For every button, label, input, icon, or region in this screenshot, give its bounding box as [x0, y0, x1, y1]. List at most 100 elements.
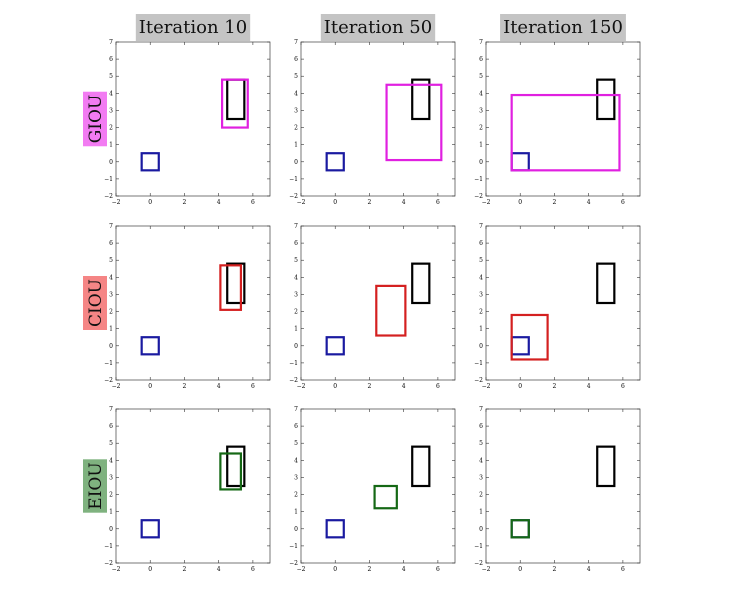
x-tick-label: −2: [297, 383, 306, 390]
y-tick-label: −1: [474, 360, 483, 367]
x-tick-label: 4: [587, 566, 591, 573]
y-tick-label: −1: [289, 176, 298, 183]
x-tick-label: −2: [112, 383, 121, 390]
row-label-text: EIOU: [86, 462, 106, 509]
y-tick-label: 7: [109, 406, 113, 413]
y-tick-label: 2: [294, 492, 298, 499]
row-label-bg: [83, 459, 107, 513]
y-tick-label: −2: [289, 193, 298, 200]
y-tick-label: 4: [479, 90, 483, 97]
x-tick-label: 2: [183, 199, 187, 206]
x-tick-label: 4: [217, 383, 221, 390]
y-tick-label: 3: [294, 474, 298, 481]
y-tick-label: 2: [109, 492, 113, 499]
y-tick-label: 5: [479, 73, 483, 80]
row-label-bg: [83, 91, 107, 147]
y-tick-label: 2: [109, 125, 113, 132]
predicted-box: [510, 313, 549, 361]
y-tick-label: 4: [109, 457, 113, 464]
panel-giou-iteration-150: −2 0 2 4 6 −2 −1 0 1 2 3 4 5 6 7: [474, 39, 641, 206]
y-tick-label: −1: [289, 360, 298, 367]
y-tick-label: 0: [294, 343, 298, 350]
row-label-giou: GIOU: [83, 91, 107, 147]
anchor-box: [325, 152, 345, 172]
target-box: [596, 78, 616, 121]
y-tick-label: 1: [479, 142, 483, 149]
x-tick-label: 6: [251, 383, 255, 390]
x-tick-label: 6: [621, 383, 625, 390]
y-tick-label: 3: [109, 474, 113, 481]
y-tick-label: 6: [109, 56, 113, 63]
y-tick-label: 0: [294, 159, 298, 166]
y-tick-label: 1: [109, 509, 113, 516]
x-tick-label: 6: [621, 566, 625, 573]
x-tick-label: −2: [482, 566, 491, 573]
y-tick-label: 3: [109, 107, 113, 114]
panel-ciou-iteration-50: −2 0 2 4 6 −2 −1 0 1 2 3 4 5 6 7: [289, 223, 456, 390]
panel-eiou-iteration-10: −2 0 2 4 6 −2 −1 0 1 2 3 4 5 6 7: [104, 406, 271, 573]
y-tick-label: 1: [294, 326, 298, 333]
y-tick-label: 2: [479, 125, 483, 132]
y-tick-label: −1: [104, 176, 113, 183]
x-tick-label: 4: [587, 199, 591, 206]
panels: −2 0 2 4 6 −2 −1 0 1 2 3 4 5 6 7 −2 0 2 4 6 −2 −1 0 1 2 3 4 5 6 7 −2 0 2…: [104, 39, 641, 573]
y-tick-label: 5: [294, 440, 298, 447]
column-title-3: Iteration 150: [500, 14, 626, 41]
row-label-text: CIOU: [86, 279, 106, 327]
y-tick-label: 2: [294, 125, 298, 132]
y-tick-label: −2: [289, 377, 298, 384]
y-tick-label: 2: [479, 492, 483, 499]
column-title-1: Iteration 10: [135, 14, 251, 41]
x-tick-label: 2: [368, 199, 372, 206]
target-box: [411, 78, 431, 121]
y-tick-label: 5: [479, 257, 483, 264]
x-tick-label: 4: [587, 383, 591, 390]
axes-frame: [485, 41, 641, 197]
y-tick-label: 3: [479, 291, 483, 298]
x-tick-label: 0: [518, 566, 522, 573]
x-tick-label: −2: [482, 383, 491, 390]
column-title-text: Iteration 10: [139, 17, 247, 38]
row-label-eiou: EIOU: [83, 459, 107, 513]
y-tick-label: −1: [289, 543, 298, 550]
predicted-box: [373, 484, 398, 510]
panel-giou-iteration-10: −2 0 2 4 6 −2 −1 0 1 2 3 4 5 6 7: [104, 39, 271, 206]
y-tick-label: −2: [104, 560, 113, 567]
x-tick-label: 2: [553, 383, 557, 390]
row-label-text: GIOU: [86, 95, 106, 144]
x-tick-label: 0: [518, 383, 522, 390]
anchor-box: [140, 336, 160, 356]
y-tick-label: 1: [479, 326, 483, 333]
axes-frame: [485, 225, 641, 381]
y-tick-label: 1: [294, 142, 298, 149]
x-tick-label: −2: [482, 199, 491, 206]
column-title-text: Iteration 50: [324, 17, 432, 38]
target-box: [226, 262, 246, 305]
x-tick-label: 2: [183, 566, 187, 573]
predicted-box: [385, 83, 443, 162]
target-box: [411, 262, 431, 305]
x-tick-label: −2: [297, 199, 306, 206]
x-tick-label: −2: [112, 199, 121, 206]
predicted-box: [220, 78, 249, 129]
y-tick-label: 4: [294, 90, 298, 97]
y-tick-label: 7: [294, 406, 298, 413]
y-tick-label: 7: [479, 39, 483, 46]
axes-frame: [115, 225, 271, 381]
y-tick-label: 6: [479, 240, 483, 247]
column-title-2: Iteration 50: [320, 14, 436, 41]
predicted-box: [219, 264, 243, 311]
column-title-text: Iteration 150: [503, 17, 623, 38]
column-title-bg: [500, 14, 626, 41]
predicted-box: [219, 452, 243, 491]
y-tick-label: 1: [294, 509, 298, 516]
x-tick-label: 4: [402, 566, 406, 573]
predicted-box: [510, 519, 530, 539]
anchor-box: [140, 152, 160, 172]
y-tick-label: 6: [294, 240, 298, 247]
y-tick-label: 0: [109, 343, 113, 350]
y-tick-label: 0: [479, 526, 483, 533]
axes-frame: [115, 408, 271, 564]
x-tick-label: 2: [553, 566, 557, 573]
